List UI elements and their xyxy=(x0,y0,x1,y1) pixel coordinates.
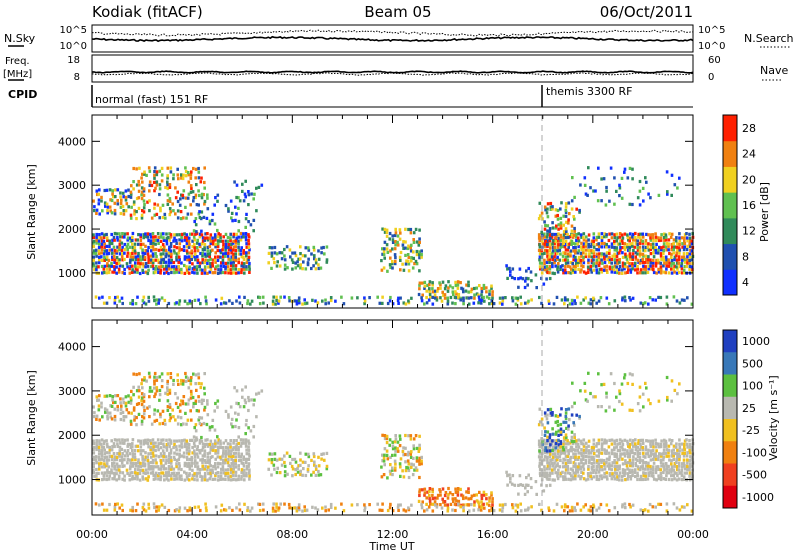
nsearch-tick-bottom: 10^0 xyxy=(698,41,725,52)
velocity-colorbar: 1000 500 100 25 -25 -100 -500 -1000 xyxy=(722,329,774,509)
velocity-colorbar-tick-1: 500 xyxy=(742,357,763,370)
velocity-colorbar-swatch-0 xyxy=(723,330,737,353)
power-colorbar-swatch-0 xyxy=(723,269,737,296)
velocity-colorbar-swatch-7 xyxy=(723,485,737,509)
freq-tick-bottom: 8 xyxy=(74,72,80,83)
x-axis-label: Time UT xyxy=(368,540,414,553)
cpid-segment-themis: themis 3300 RF xyxy=(546,85,633,98)
power-ylabel: Slant Range [km] xyxy=(25,164,38,260)
beam-title: Beam 05 xyxy=(364,3,431,21)
power-colorbar-tick-4: 20 xyxy=(742,173,756,186)
x-tick-4: 16:00 xyxy=(477,528,509,541)
power-colorbar-tick-0: 4 xyxy=(742,276,749,289)
velocity-colorbar-tick-3: 25 xyxy=(742,402,756,415)
power-colorbar-swatch-4 xyxy=(723,166,737,193)
nsky-label: N.Sky xyxy=(4,32,36,45)
x-tick-3: 12:00 xyxy=(377,528,409,541)
power-ytick-3: 4000 xyxy=(58,135,86,148)
power-heatmap-cells xyxy=(92,166,695,306)
power-ytick-0: 1000 xyxy=(58,267,86,280)
velocity-colorbar-swatch-6 xyxy=(723,463,737,487)
power-colorbar-tick-6: 28 xyxy=(742,122,756,135)
cpid-label: CPID xyxy=(8,88,37,101)
power-colorbar-swatch-6 xyxy=(723,115,737,142)
velocity-colorbar-swatch-4 xyxy=(723,419,737,442)
cpid-segment-normal: normal (fast) 151 RF xyxy=(95,93,208,106)
velocity-colorbar-tick-2: 100 xyxy=(742,380,763,393)
power-colorbar-swatch-3 xyxy=(723,192,737,219)
freq-panel-frame xyxy=(91,54,694,83)
power-colorbar-label: Power [dB] xyxy=(758,182,771,242)
velocity-colorbar-swatch-5 xyxy=(723,441,737,464)
velocity-colorbar-swatch-1 xyxy=(723,352,737,375)
date-title: 06/Oct/2011 xyxy=(600,3,693,21)
power-ytick-2: 3000 xyxy=(58,179,86,192)
velocity-colorbar-swatch-2 xyxy=(723,374,737,398)
freq-series xyxy=(91,70,694,74)
power-colorbar-tick-1: 8 xyxy=(742,250,749,263)
velocity-ytick-0: 1000 xyxy=(58,474,86,487)
freq-label-line2: [MHz] xyxy=(3,69,32,80)
nsearch-series xyxy=(91,29,694,37)
velocity-colorbar-swatch-3 xyxy=(723,396,737,420)
nsky-panel-frame xyxy=(91,24,694,53)
nsky-tick-bottom: 10^0 xyxy=(60,41,87,52)
power-colorbar-swatch-2 xyxy=(723,217,737,245)
power-ytick-1: 2000 xyxy=(58,223,86,236)
velocity-colorbar-tick-7: -1000 xyxy=(742,491,774,504)
power-colorbar-swatch-1 xyxy=(723,243,737,270)
nsky-tick-top: 10^5 xyxy=(60,25,87,36)
nsky-series xyxy=(91,35,694,43)
x-tick-5: 20:00 xyxy=(577,528,609,541)
freq-label-line1: Freq. xyxy=(5,56,30,67)
x-tick-6: 00:00 xyxy=(677,528,709,541)
velocity-colorbar-tick-4: -25 xyxy=(742,424,760,437)
power-colorbar-swatch-5 xyxy=(723,140,737,167)
velocity-ytick-2: 3000 xyxy=(58,385,86,398)
nsearch-label: N.Search xyxy=(744,32,794,45)
nave-tick-bottom: 0 xyxy=(708,72,714,83)
velocity-ytick-1: 2000 xyxy=(58,429,86,442)
power-colorbar-tick-5: 24 xyxy=(742,148,756,161)
velocity-ytick-3: 4000 xyxy=(58,341,86,354)
velocity-ylabel: Slant Range [km] xyxy=(25,370,38,466)
nave-label: Nave xyxy=(760,64,788,77)
x-tick-2: 08:00 xyxy=(276,528,308,541)
nave-tick-top: 60 xyxy=(708,55,721,66)
power-colorbar-tick-2: 12 xyxy=(742,225,756,238)
power-colorbar: 4 8 12 16 20 24 28 xyxy=(722,114,756,296)
velocity-colorbar-label: Velocity [m s⁻¹] xyxy=(767,375,780,460)
x-tick-1: 04:00 xyxy=(176,528,208,541)
freq-tick-top: 18 xyxy=(67,55,80,66)
velocity-heatmap-cells xyxy=(92,371,695,513)
velocity-colorbar-tick-5: -100 xyxy=(742,446,767,459)
station-title: Kodiak (fitACF) xyxy=(92,3,203,21)
x-tick-0: 00:00 xyxy=(76,528,108,541)
nsearch-tick-top: 10^5 xyxy=(698,25,725,36)
nave-series xyxy=(91,72,694,76)
velocity-colorbar-tick-6: -500 xyxy=(742,469,767,482)
power-colorbar-tick-3: 16 xyxy=(742,199,756,212)
velocity-colorbar-tick-0: 1000 xyxy=(742,335,770,348)
